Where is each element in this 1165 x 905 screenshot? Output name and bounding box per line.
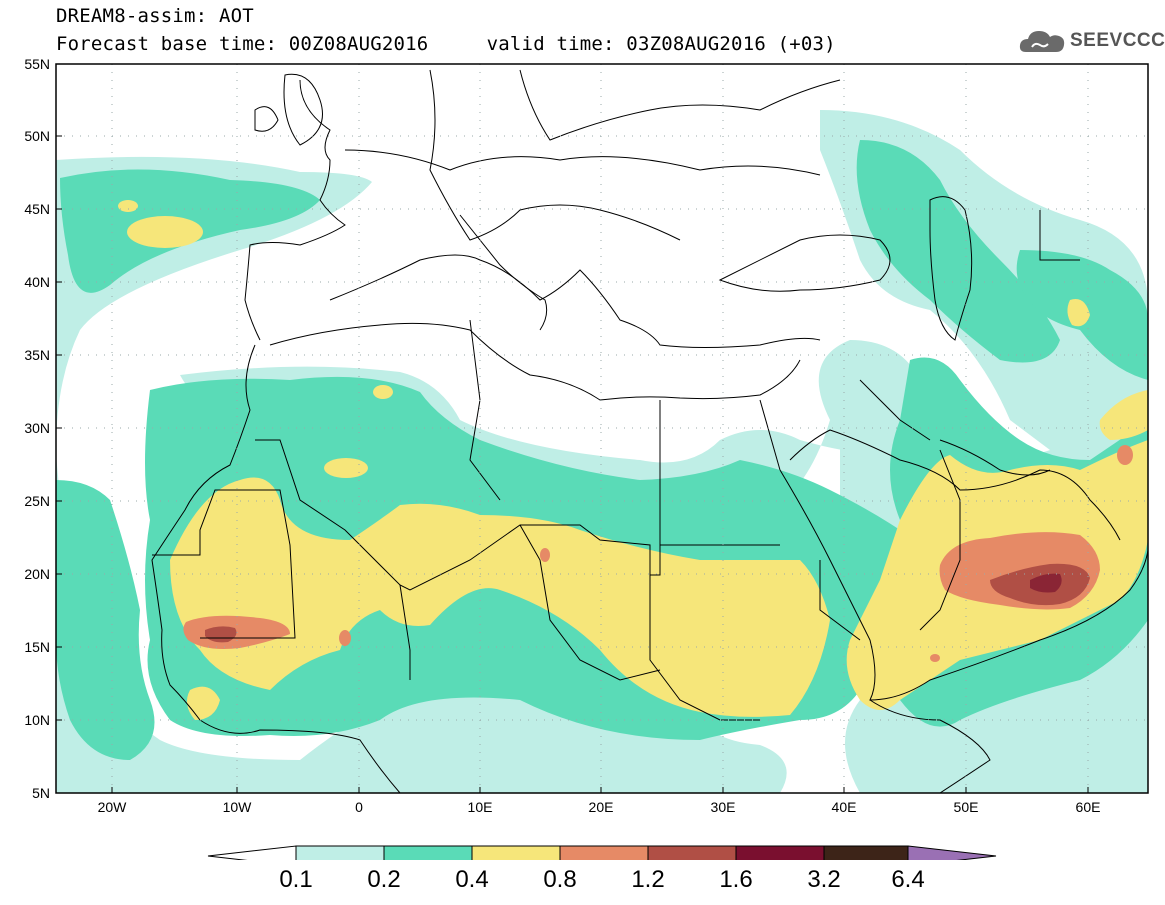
legend-swatch	[823, 845, 909, 860]
aot-band-1.6	[1030, 573, 1062, 593]
legend-label: 6.4	[891, 866, 925, 893]
y-tick-label: 45N	[24, 201, 50, 217]
coastlines	[151, 69, 1148, 793]
x-tick-label: 40E	[832, 799, 857, 815]
y-tick: 15N	[24, 639, 62, 655]
seevccc-logo: SEEVCCC	[1018, 26, 1165, 56]
y-tick: 30N	[24, 420, 62, 436]
y-tick-label: 30N	[24, 420, 50, 436]
legend-swatch	[471, 845, 561, 860]
legend-label: 1.6	[719, 866, 753, 893]
legend-label: 0.2	[367, 866, 401, 893]
y-axis: 5N 10N 15N 20N 25N 30N 35N 40N 45N 50N 5…	[24, 56, 62, 801]
x-tick-label: 10W	[223, 799, 253, 815]
cloud-icon	[1019, 31, 1065, 52]
aot-map: 5N 10N 15N 20N 25N 30N 35N 40N 45N 50N 5…	[24, 56, 1149, 860]
logo-text: SEEVCCC	[1070, 30, 1165, 51]
y-tick: 50N	[24, 128, 62, 144]
x-tick: 60E	[1076, 787, 1101, 815]
legend-swatch	[647, 845, 737, 860]
y-tick: 45N	[24, 201, 62, 217]
x-tick-label: 10E	[468, 799, 493, 815]
legend-arrow-high	[907, 845, 997, 860]
y-tick: 25N	[24, 493, 62, 509]
x-tick: 50E	[954, 787, 979, 815]
forecast-times: Forecast base time: 00Z08AUG2016 valid t…	[56, 33, 836, 55]
legend-labels: 0.1 0.2 0.4 0.8 1.2 1.6 3.2 6.4	[0, 866, 1165, 896]
map-title: DREAM8-assim: AOT	[56, 5, 254, 27]
legend-label: 0.1	[279, 866, 313, 893]
x-tick: 10W	[223, 787, 253, 815]
legend-swatch	[735, 845, 825, 860]
color-legend	[207, 845, 997, 860]
x-tick: 40E	[832, 787, 857, 815]
y-tick-label: 15N	[24, 639, 50, 655]
x-tick: 30E	[711, 787, 736, 815]
y-tick-label: 20N	[24, 566, 50, 582]
y-tick: 35N	[24, 347, 62, 363]
legend-label: 3.2	[807, 866, 841, 893]
legend-arrow-low	[207, 845, 297, 860]
legend-label: 0.4	[455, 866, 489, 893]
y-tick-label: 5N	[32, 785, 50, 801]
x-tick-label: 20E	[589, 799, 614, 815]
y-tick-label: 10N	[24, 712, 50, 728]
y-tick-label: 40N	[24, 274, 50, 290]
legend-swatch	[295, 845, 385, 860]
legend-swatch	[559, 845, 649, 860]
x-tick-label: 20W	[98, 799, 128, 815]
y-tick: 5N	[32, 785, 62, 801]
y-tick-label: 35N	[24, 347, 50, 363]
y-tick-label: 55N	[24, 56, 50, 72]
x-tick-label: 60E	[1076, 799, 1101, 815]
y-tick-label: 25N	[24, 493, 50, 509]
x-tick-label: 0	[355, 799, 363, 815]
x-axis: 20W 10W 0 10E 20E 30E 40E 50E 60E	[98, 787, 1101, 815]
y-tick: 55N	[24, 56, 62, 72]
x-tick: 20E	[589, 787, 614, 815]
x-tick: 10E	[468, 787, 493, 815]
x-tick-label: 30E	[711, 799, 736, 815]
y-tick: 40N	[24, 274, 62, 290]
x-tick: 0	[355, 787, 363, 815]
legend-label: 0.8	[543, 866, 577, 893]
x-tick: 20W	[98, 787, 128, 815]
legend-label: 1.2	[631, 866, 665, 893]
x-tick-label: 50E	[954, 799, 979, 815]
y-tick: 10N	[24, 712, 62, 728]
legend-swatch	[383, 845, 473, 860]
y-tick: 20N	[24, 566, 62, 582]
y-tick-label: 50N	[24, 128, 50, 144]
